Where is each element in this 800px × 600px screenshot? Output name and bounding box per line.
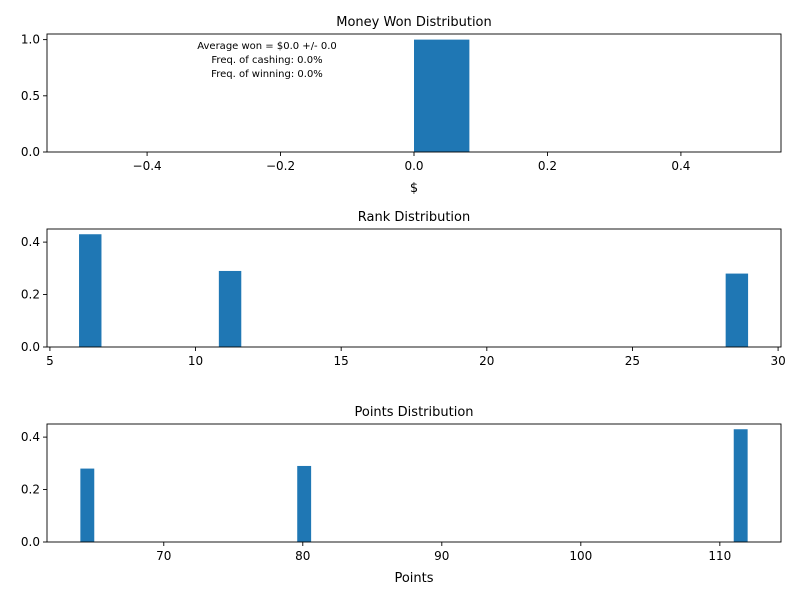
money-won-xtick-label: 0.2 xyxy=(538,159,557,173)
rank-ytick-label: 0.2 xyxy=(21,288,40,302)
points-xtick-label: 70 xyxy=(156,549,171,563)
points-ytick-label: 0.4 xyxy=(21,430,40,444)
rank-xtick-label: 20 xyxy=(479,354,494,368)
points-xtick-label: 110 xyxy=(708,549,731,563)
rank-xtick-label: 10 xyxy=(188,354,203,368)
money-won-annotation-line: Freq. of cashing: 0.0% xyxy=(211,55,322,66)
money-won-bar-0 xyxy=(414,39,470,152)
points-title: Points Distribution xyxy=(354,405,473,420)
money-won-xtick-label: −0.4 xyxy=(133,159,162,173)
money-won-xtick-label: 0.4 xyxy=(671,159,690,173)
money-won-ytick-label: 0.0 xyxy=(21,145,40,159)
money-won-annotation-line: Average won = $0.0 +/- 0.0 xyxy=(197,41,337,52)
rank-bar-28.2 xyxy=(725,273,749,347)
points-xtick-label: 90 xyxy=(434,549,449,563)
rank-bar-6 xyxy=(79,234,102,347)
money-won-xtick-label: 0.0 xyxy=(404,159,423,173)
money-won-ytick-label: 0.5 xyxy=(21,89,40,103)
money-won-xtick-label: −0.2 xyxy=(266,159,295,173)
rank-xtick-label: 5 xyxy=(46,354,54,368)
rank-ytick-label: 0.0 xyxy=(21,340,40,354)
points-bar-111 xyxy=(733,429,748,542)
points-ytick-label: 0.0 xyxy=(21,535,40,549)
points-bar-79.6 xyxy=(297,465,312,542)
points-ytick-label: 0.2 xyxy=(21,483,40,497)
points-axes-frame xyxy=(46,423,782,543)
rank-xtick-label: 25 xyxy=(625,354,640,368)
rank-ytick-label: 0.4 xyxy=(21,235,40,249)
money-won-subplot: Money Won Distribution −0.4 −0.2 0.0 0.2 0.4 0… xyxy=(21,15,782,196)
points-xtick-label: 100 xyxy=(569,549,592,563)
points-xlabel: Points xyxy=(394,571,433,586)
rank-axes-frame xyxy=(46,228,782,348)
points-bar-64 xyxy=(80,468,95,542)
rank-xtick-label: 15 xyxy=(334,354,349,368)
rank-xtick-label: 30 xyxy=(770,354,785,368)
rank-bar-10.8 xyxy=(218,270,242,347)
points-subplot: Points Distribution 70 80 90 100 110 0.0 0.2 0.4… xyxy=(21,405,782,586)
money-won-xlabel: $ xyxy=(410,181,418,196)
rank-subplot: Rank Distribution 5 10 15 20 25 30 0.0 0.2 0.4 xyxy=(21,210,786,368)
money-won-annotation-line: Freq. of winning: 0.0% xyxy=(211,69,323,80)
rank-title: Rank Distribution xyxy=(358,210,470,225)
points-xtick-label: 80 xyxy=(295,549,310,563)
money-won-ytick-label: 1.0 xyxy=(21,33,40,47)
money-won-title: Money Won Distribution xyxy=(336,15,492,30)
money-won-annotation: Average won = $0.0 +/- 0.0 Freq. of cashi… xyxy=(197,41,337,80)
